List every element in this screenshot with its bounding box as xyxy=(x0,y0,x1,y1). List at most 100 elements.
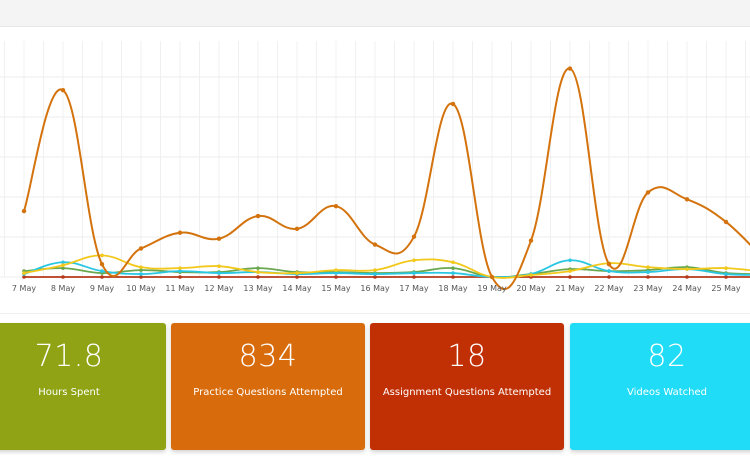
x-tick-label: 16 May xyxy=(360,284,390,293)
data-point-1-11 xyxy=(451,260,455,265)
data-point-4-4 xyxy=(178,275,182,279)
data-point-0-13 xyxy=(528,238,534,243)
assignment-questions-label: Assignment Questions Attempted xyxy=(382,387,552,398)
data-point-4-5 xyxy=(217,275,221,279)
data-point-0-17 xyxy=(684,197,690,202)
data-point-0-10 xyxy=(411,234,417,239)
x-tick-label: 12 May xyxy=(204,284,234,293)
practice-questions-value: 834 xyxy=(238,339,298,374)
data-point-2-11 xyxy=(451,271,455,275)
assignment-questions-card[interactable]: 18 Assignment Questions Attempted xyxy=(370,323,564,450)
data-point-2-3 xyxy=(139,272,143,276)
data-point-1-3 xyxy=(139,265,143,269)
x-tick-label: 8 May xyxy=(51,284,75,293)
x-tick-label: 7 May xyxy=(12,284,36,293)
data-point-2-9 xyxy=(373,272,377,276)
data-point-0-15 xyxy=(606,262,612,267)
data-point-2-4 xyxy=(178,269,182,273)
activity-chart: 7 May 8 May 9 May 10 May 11 May 12 May 13 May 1… xyxy=(0,27,750,314)
x-tick-label: 18 May xyxy=(438,284,468,293)
data-point-1-7 xyxy=(295,271,299,275)
x-tick-label: 15 May xyxy=(321,284,351,293)
data-point-1-10 xyxy=(412,258,416,263)
x-tick-label: 22 May xyxy=(594,284,624,293)
data-point-2-1 xyxy=(61,260,65,265)
data-point-1-1 xyxy=(61,263,65,267)
data-point-0-0 xyxy=(21,208,27,214)
hours-spent-value: 71.8 xyxy=(34,339,104,374)
x-tick-label: 14 May xyxy=(282,284,312,293)
data-point-4-16 xyxy=(646,275,650,279)
data-point-4-8 xyxy=(334,275,338,279)
data-point-2-10 xyxy=(412,271,416,275)
practice-questions-card[interactable]: 834 Practice Questions Attempted xyxy=(171,323,365,450)
videos-watched-label: Videos Watched xyxy=(626,387,708,398)
data-point-1-18 xyxy=(724,266,728,270)
data-point-1-8 xyxy=(334,268,338,272)
data-point-3-11 xyxy=(451,266,455,270)
hours-spent-card[interactable]: 71.8 Hours Spent xyxy=(0,323,166,450)
data-point-0-16 xyxy=(645,190,651,195)
series-line-1 xyxy=(23,254,750,279)
data-point-2-8 xyxy=(334,271,338,275)
data-point-2-5 xyxy=(217,271,221,275)
data-point-2-15 xyxy=(607,269,611,273)
data-point-1-2 xyxy=(100,253,104,258)
data-point-0-9 xyxy=(372,242,378,247)
data-point-0-1 xyxy=(60,87,66,93)
assignment-questions-value: 18 xyxy=(447,339,487,374)
data-point-4-10 xyxy=(412,275,416,279)
data-point-4-3 xyxy=(139,275,143,279)
data-point-1-14 xyxy=(568,269,572,273)
data-point-4-17 xyxy=(685,275,689,279)
data-point-0-6 xyxy=(255,213,261,219)
data-point-1-0 xyxy=(22,271,26,275)
data-point-4-15 xyxy=(607,275,611,279)
data-point-4-18 xyxy=(724,275,728,279)
data-point-1-6 xyxy=(256,270,260,274)
data-point-1-13 xyxy=(529,273,533,277)
videos-watched-value: 82 xyxy=(647,339,687,374)
x-tick-label: 20 May xyxy=(516,284,546,293)
data-point-1-5 xyxy=(217,264,221,268)
top-bar xyxy=(0,0,750,27)
stat-cards: 71.8 Hours Spent 834 Practice Questions … xyxy=(0,323,750,458)
data-point-3-6 xyxy=(256,266,260,270)
data-point-2-18 xyxy=(724,272,728,276)
data-point-4-0 xyxy=(22,275,26,279)
data-point-3-1 xyxy=(61,266,65,270)
x-tick-label: 23 May xyxy=(633,284,663,293)
data-point-0-11 xyxy=(450,101,456,107)
data-point-0-14 xyxy=(567,66,573,71)
data-point-0-5 xyxy=(216,236,222,241)
data-point-2-14 xyxy=(568,258,572,263)
x-tick-label: 24 May xyxy=(672,284,702,293)
data-point-0-4 xyxy=(177,230,183,235)
data-point-1-4 xyxy=(178,266,182,270)
x-tick-label: 13 May xyxy=(243,284,273,293)
data-point-0-2 xyxy=(99,262,105,267)
data-point-1-16 xyxy=(646,265,650,269)
data-point-4-6 xyxy=(256,275,260,279)
line-chart-svg: 7 May 8 May 9 May 10 May 11 May 12 May 13 May 1… xyxy=(0,41,750,293)
data-point-4-14 xyxy=(568,275,572,279)
data-point-1-17 xyxy=(685,267,689,271)
data-point-4-9 xyxy=(373,275,377,279)
data-point-0-12 xyxy=(489,274,495,280)
x-tick-label: 11 May xyxy=(165,284,195,293)
data-point-0-3 xyxy=(138,246,144,251)
data-point-2-2 xyxy=(100,269,104,273)
data-point-4-2 xyxy=(100,275,104,279)
x-tick-label: 17 May xyxy=(399,284,429,293)
data-point-4-7 xyxy=(295,275,299,279)
series-line-2 xyxy=(23,259,750,278)
data-point-0-18 xyxy=(723,219,729,225)
x-tick-label: 25 May xyxy=(711,284,741,293)
videos-watched-card[interactable]: 82 Videos Watched xyxy=(570,323,750,450)
x-tick-label: 19 May xyxy=(477,284,507,293)
data-point-1-9 xyxy=(373,268,377,272)
practice-questions-label: Practice Questions Attempted xyxy=(193,387,343,398)
x-tick-label: 9 May xyxy=(90,284,114,293)
data-point-0-8 xyxy=(333,204,339,209)
data-point-0-7 xyxy=(294,226,300,232)
